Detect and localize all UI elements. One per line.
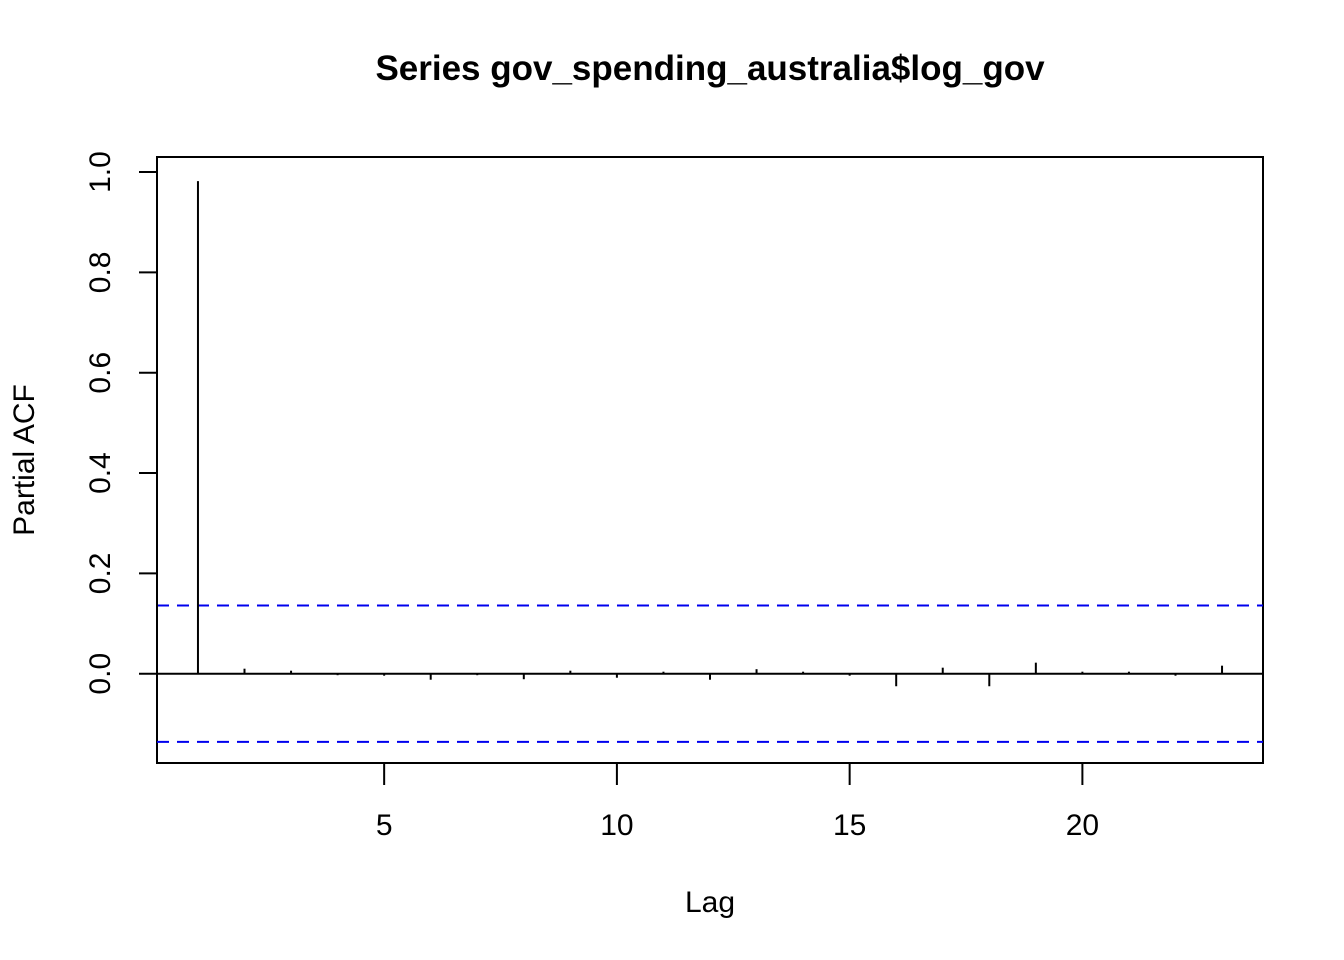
- y-tick-label: 0.0: [84, 653, 117, 695]
- x-tick-label: 20: [1066, 809, 1099, 842]
- confidence-bounds: [157, 604, 1263, 743]
- y-tick-label: 1.0: [84, 151, 117, 193]
- plot-frame: [156, 156, 1264, 764]
- pacf-bars: [196, 181, 1224, 687]
- y-tick-label: 0.8: [84, 252, 117, 294]
- y-tick-label: 0.6: [84, 352, 117, 394]
- x-tick-label: 15: [833, 809, 866, 842]
- y-axis: 0.0 0.2 0.4 0.6 0.8 1.0: [84, 151, 158, 695]
- y-tick-label: 0.4: [84, 452, 117, 494]
- chart-title: Series gov_spending_australia$log_gov: [375, 49, 1045, 88]
- x-axis: 5 10 15 20: [376, 763, 1099, 842]
- x-tick-label: 5: [376, 809, 393, 842]
- x-tick-label: 10: [600, 809, 633, 842]
- y-tick-label: 0.2: [84, 553, 117, 595]
- y-axis-label: Partial ACF: [8, 384, 41, 536]
- x-axis-label: Lag: [685, 886, 735, 919]
